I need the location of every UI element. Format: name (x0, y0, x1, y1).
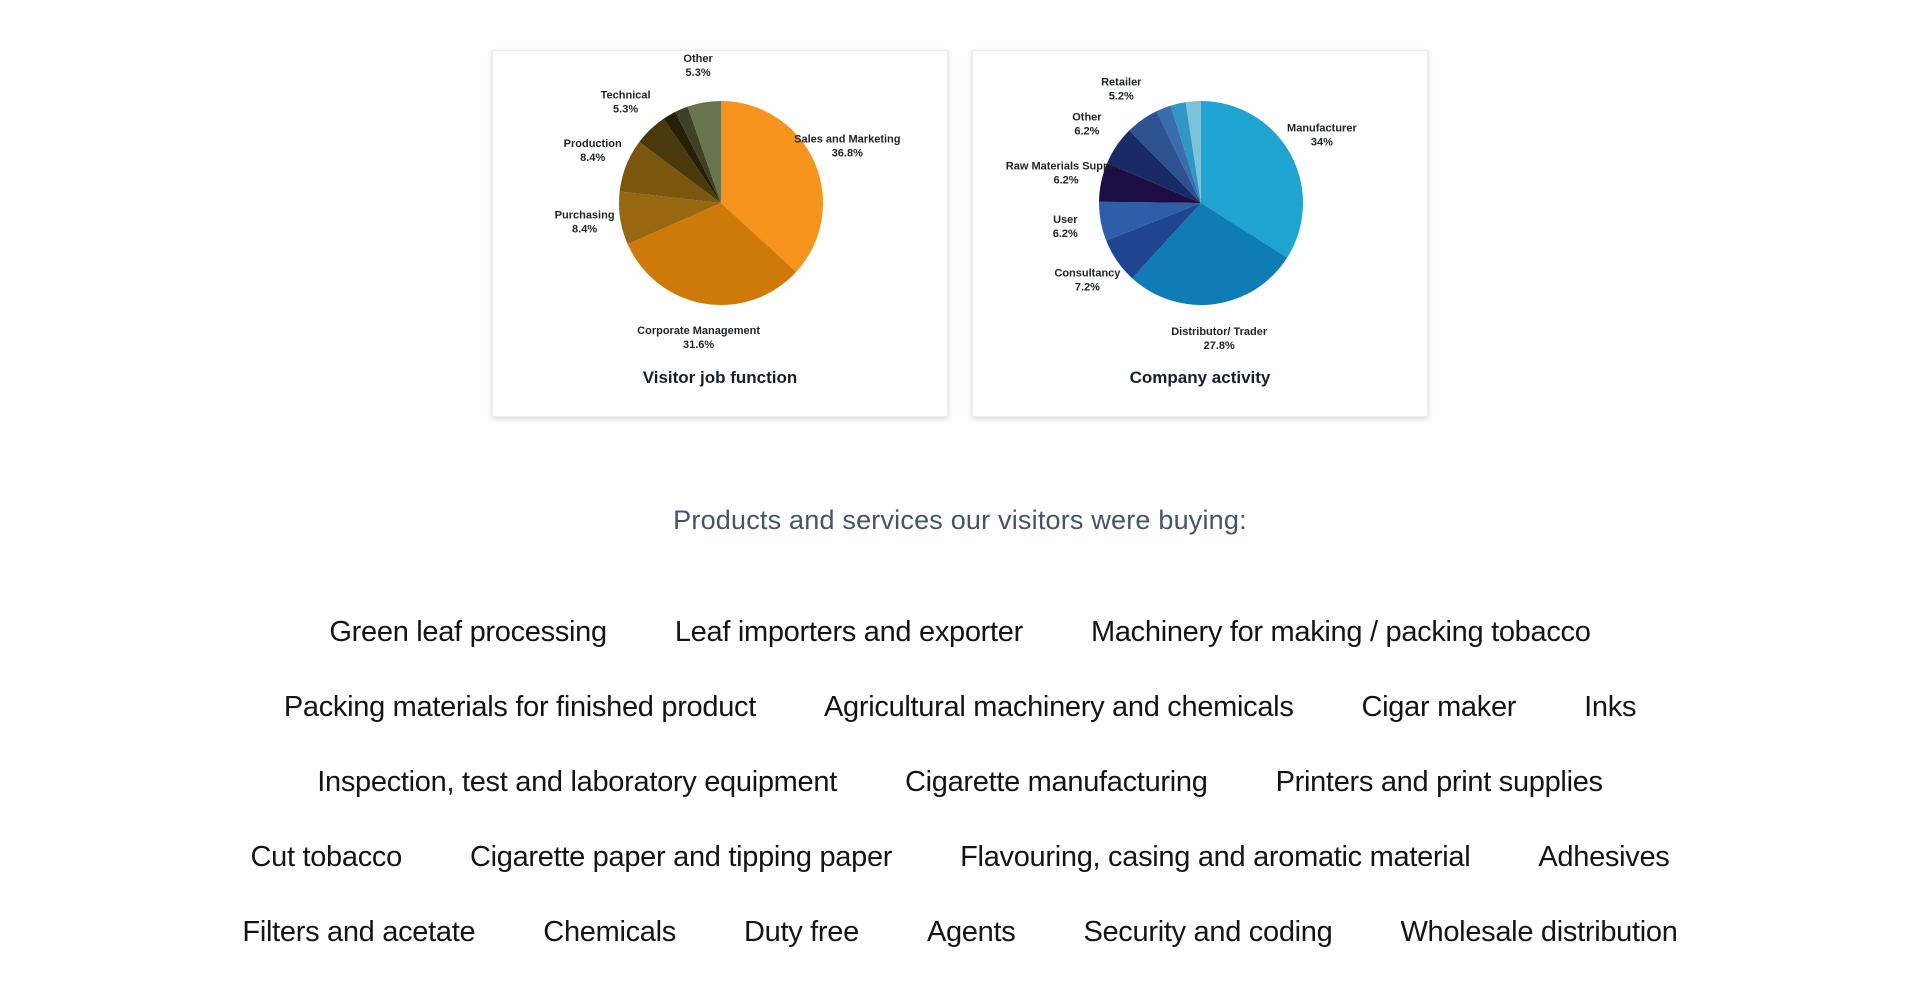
product-item-inspection-test-and-laboratory-equipment: Inspection, test and laboratory equipmen… (317, 766, 837, 798)
product-row: Inspection, test and laboratory equipmen… (0, 766, 1920, 798)
slice-label-consultancy: Consultancy 7.2% (1054, 267, 1121, 293)
slice-label-other: Other 6.2% (1072, 111, 1102, 137)
product-item-security-and-coding: Security and coding (1083, 916, 1333, 948)
product-row: Filters and acetate Chemicals Duty free Age… (0, 916, 1920, 948)
slice-label-manufacturer: Manufacturer 34% (1287, 123, 1357, 149)
slice-label-raw-materials-supplier: Raw Materials Supplier 6.2% (1006, 161, 1127, 187)
product-item-cigar-maker: Cigar maker (1361, 691, 1517, 723)
product-item-adhesives: Adhesives (1538, 841, 1670, 873)
product-row: Cut tobacco Cigarette paper and tipping p… (0, 841, 1920, 873)
chart-title: Company activity (1129, 368, 1271, 387)
product-item-leaf-importers-and-exporter: Leaf importers and exporter (674, 616, 1023, 648)
slice-label-other: Other 5.3% (683, 53, 713, 79)
product-item-cigarette-manufacturing: Cigarette manufacturing (904, 766, 1208, 798)
slice-label-sales-and-marketing: Sales and Marketing 36.8% (794, 133, 900, 159)
pie-slice-manufacturer (1201, 101, 1303, 258)
pie-slice-technical (639, 118, 721, 203)
pie-slice (675, 106, 721, 203)
pie-chart-company-activity: Manufacturer 34% Distributor/ Trader 27.8% C… (1006, 76, 1358, 352)
product-item-cigarette-paper-and-tipping-paper: Cigarette paper and tipping paper (469, 841, 893, 873)
pie-slice-retailer (1129, 111, 1201, 203)
product-item-filters-and-acetate: Filters and acetate (242, 916, 476, 948)
pie-slice-raw-materials-supplier (1099, 163, 1201, 203)
slice-label-distributor-trader: Distributor/ Trader 27.8% (1171, 326, 1268, 352)
pie-slice-production (619, 142, 721, 203)
slice-label-corporate-management: Corporate Management 31.6% (637, 325, 760, 351)
chart-title: Visitor job function (642, 368, 798, 387)
slice-label-retailer: Retailer 5.2% (1101, 76, 1142, 102)
pie-slice-other (1107, 130, 1201, 203)
pie-slice (1185, 101, 1201, 203)
pie-slice-other (687, 101, 721, 203)
slice-label-production: Production 8.4% (564, 138, 622, 164)
pie-chart-visitor-job-function: Sales and Marketing 36.8% Corporate Manage… (555, 53, 901, 351)
pie-slice-purchasing (618, 191, 721, 245)
slice-label-technical: Technical 5.3% (601, 89, 651, 115)
slice-label-purchasing: Purchasing 8.4% (555, 210, 615, 236)
product-item-duty-free: Duty free (743, 916, 859, 948)
chart-card-company-activity: Manufacturer 34% Distributor/ Trader 27.8% C… (972, 50, 1428, 417)
product-item-packing-materials-for-finished-product: Packing materials for finished product (283, 691, 756, 723)
pie-slice-corporate-management (627, 203, 797, 305)
slice-label-user: User 6.2% (1053, 214, 1078, 240)
product-row: Packing materials for finished product Ag… (0, 691, 1920, 723)
product-row: Green leaf processing Leaf importers and … (0, 616, 1920, 648)
product-item-machinery-for-making-packing-tobacco: Machinery for making / packing tobacco (1091, 616, 1591, 648)
section-heading: Products and services our visitors were … (673, 505, 1247, 535)
product-item-printers-and-print-supplies: Printers and print supplies (1275, 766, 1603, 798)
pie-slice-distributor-trader (1132, 203, 1288, 305)
pie-slice (1170, 102, 1201, 203)
product-item-agricultural-machinery-and-chemicals: Agricultural machinery and chemicals (824, 691, 1294, 723)
product-item-inks: Inks (1584, 691, 1637, 723)
pie-slice (1156, 105, 1201, 203)
pie-slice-sales-and-marketing (721, 101, 824, 272)
product-item-agents: Agents (926, 916, 1016, 948)
product-item-flavouring-casing-and-aromatic-material: Flavouring, casing and aromatic material (960, 841, 1471, 873)
product-item-green-leaf-processing: Green leaf processing (329, 616, 607, 648)
pie-slice (663, 111, 721, 203)
product-word-cloud: Green leaf processing Leaf importers and … (0, 616, 1920, 948)
product-item-wholesale-distribution: Wholesale distribution (1400, 916, 1678, 948)
pie-slice-consultancy (1106, 203, 1201, 279)
chart-card-visitor-job-function: Sales and Marketing 36.8% Corporate Manage… (492, 50, 948, 417)
pie-slice-user (1099, 201, 1201, 241)
product-item-cut-tobacco: Cut tobacco (250, 841, 402, 873)
product-item-chemicals: Chemicals (543, 916, 676, 948)
charts-row: Sales and Marketing 36.8% Corporate Manage… (0, 0, 1920, 417)
